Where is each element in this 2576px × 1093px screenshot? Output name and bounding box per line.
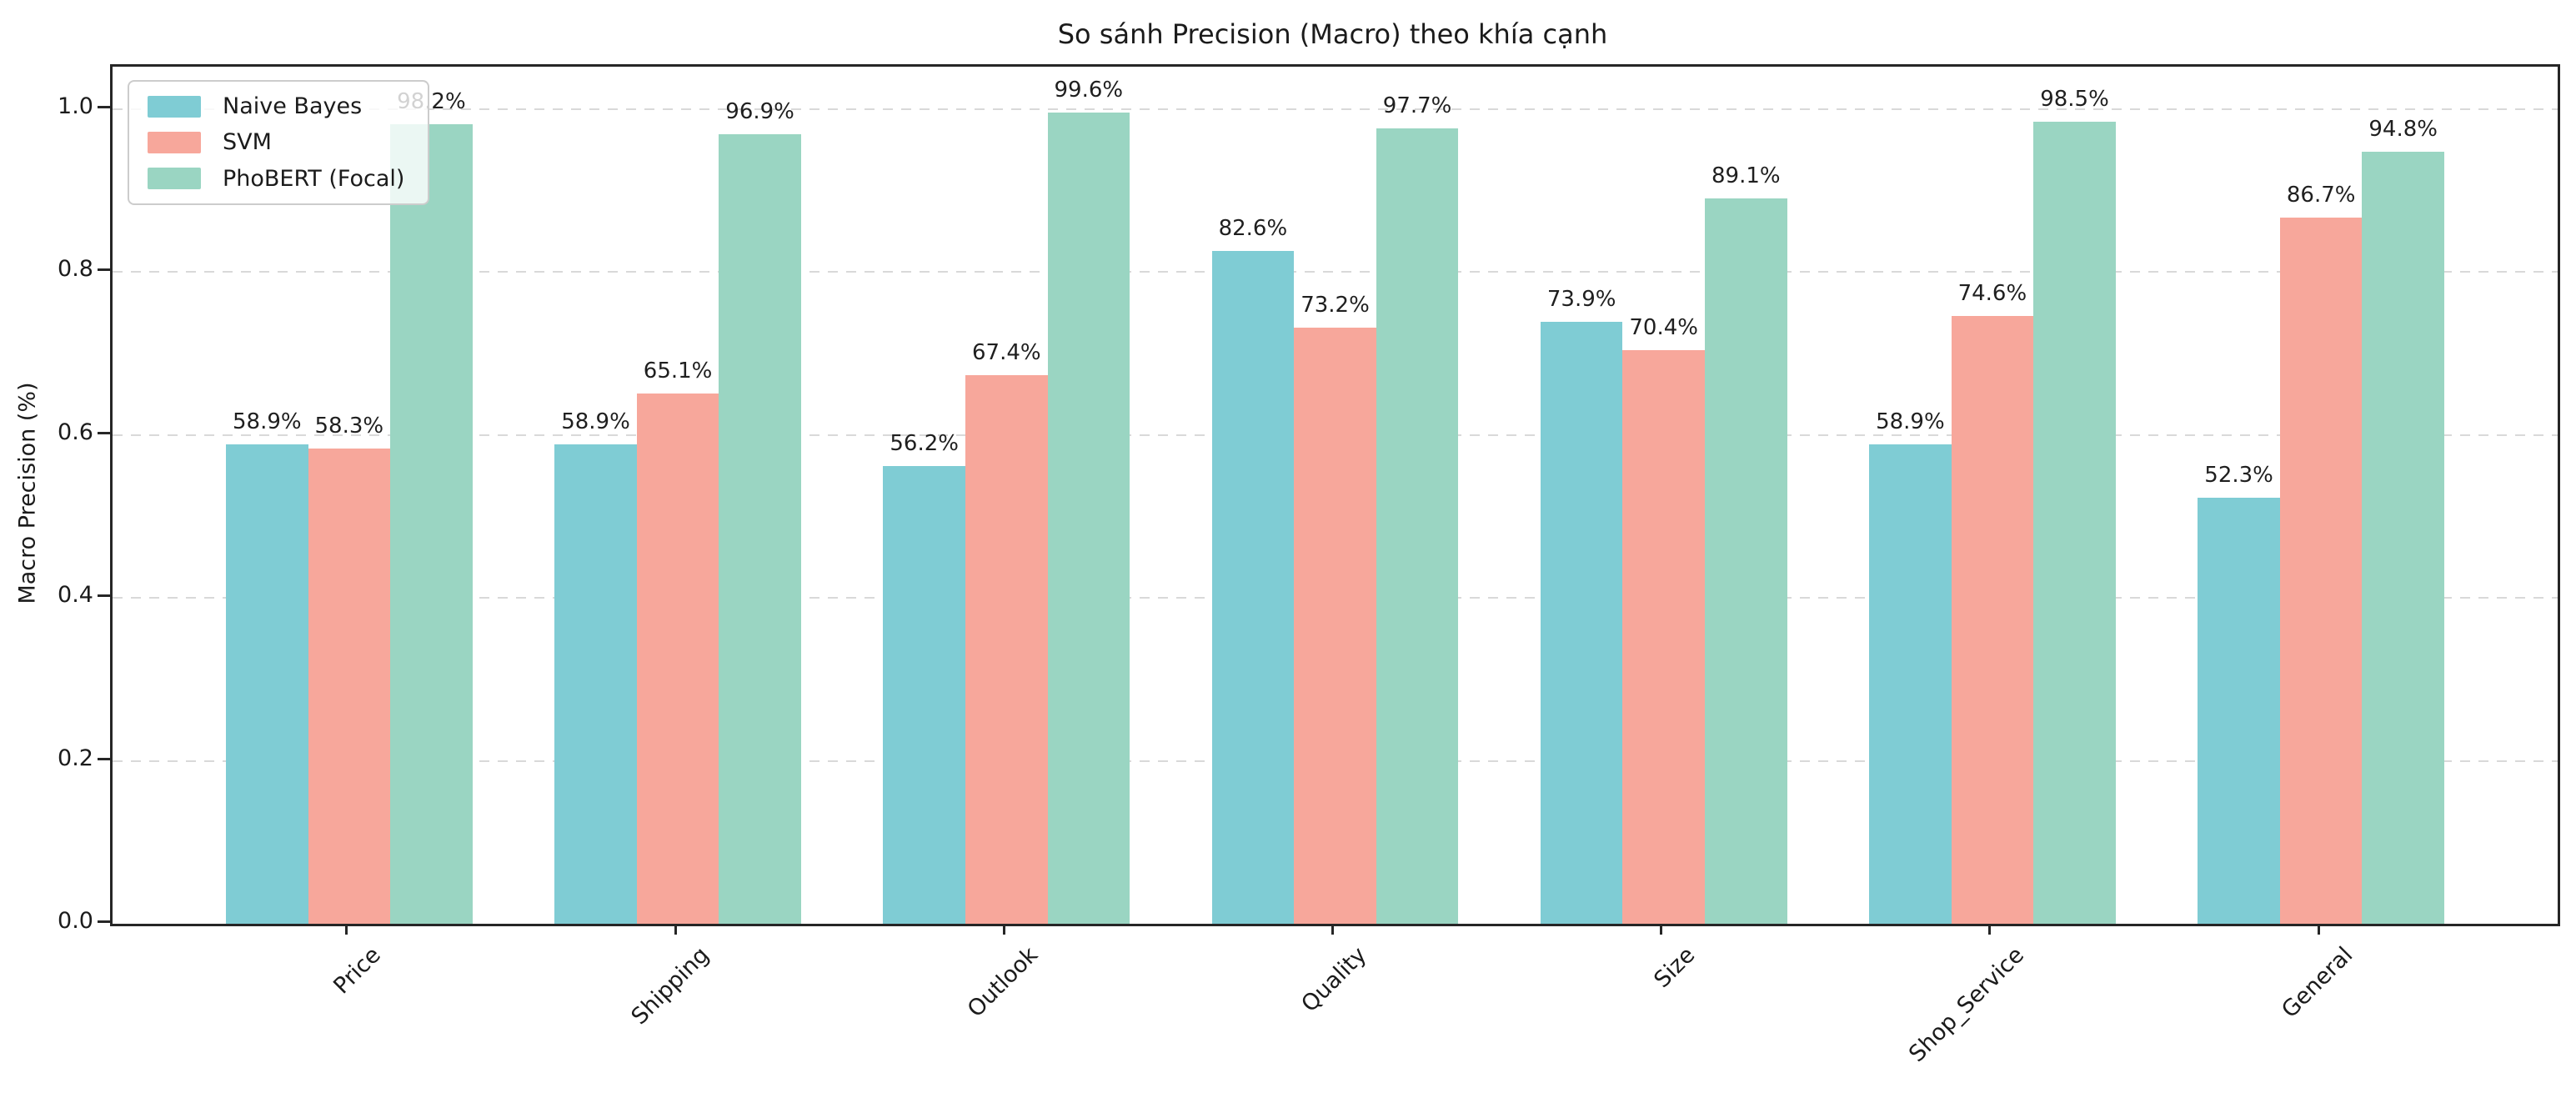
x-tick-label-outlook: Outlook [962,942,1044,1023]
bar-value-label: 74.6% [1957,281,2027,307]
legend-swatch-icon [148,168,201,190]
bar-value-label: 97.7% [1382,93,1452,118]
bar-phobert-focal--size [1705,198,1787,924]
x-tick-mark [1331,924,1334,935]
bar-value-label: 73.9% [1546,287,1616,312]
chart-title: So sánh Precision (Macro) theo khía cạnh [1057,18,1608,50]
y-tick-mark [98,920,110,923]
y-tick-label: 1.0 [58,93,93,119]
x-tick-label-shipping: Shipping [626,942,715,1030]
x-tick-mark [1002,924,1005,935]
x-tick-label-shop_service: Shop_Service [1903,942,2029,1068]
bar-value-label: 94.8% [2368,116,2438,142]
gridline [113,271,2558,273]
legend-label: Naive Bayes [223,93,363,120]
bar-phobert-focal--shop_service [2033,121,2116,924]
bar-value-label: 56.2% [890,430,959,456]
x-tick-mark [674,924,677,935]
bar-phobert-focal--general [2362,151,2444,924]
bar-value-label: 58.3% [314,414,384,439]
bar-value-label: 58.9% [561,409,630,434]
bar-value-label: 58.9% [1876,409,1945,434]
y-axis-label-container: Macro Precision (%) [0,64,55,921]
bar-naive-bayes-general [2198,498,2280,924]
bar-value-label: 52.3% [2204,463,2273,488]
bar-svm-general [2279,217,2363,924]
x-tick-mark [345,924,348,935]
bar-value-label: 99.6% [1054,77,1124,103]
y-tick-label: 0.2 [58,745,93,771]
bar-value-label: 58.9% [232,409,302,434]
gridline [113,108,2558,110]
bar-svm-outlook [965,374,1048,924]
y-tick-mark [98,106,110,108]
bar-value-label: 67.4% [971,339,1041,365]
y-tick-label: 0.6 [58,419,93,445]
x-tick-label-size: Size [1649,942,1701,994]
plot-area: 58.9% 58.9% 56.2% 82.6% 73.9% 58.9% 52.3% 58.3%… [110,64,2560,926]
y-tick-mark [98,268,110,272]
y-axis-label: Macro Precision (%) [14,381,41,604]
bar-value-label: 82.6% [1218,216,1288,241]
y-tick-label: 0.4 [58,582,93,609]
y-tick-mark [98,431,110,434]
bar-phobert-focal--outlook [1047,112,1130,924]
legend-item: SVM [148,129,423,155]
bar-naive-bayes-outlook [883,465,965,924]
bar-svm-price [308,449,391,924]
bar-phobert-focal--shipping [719,134,801,924]
bar-value-label: 98.5% [2040,86,2109,112]
legend-label: SVM [223,129,272,156]
bar-phobert-focal--price [390,123,473,924]
bar-value-label: 96.9% [725,99,794,125]
x-tick-label-quality: Quality [1296,942,1372,1018]
x-tick-label-general: General [2276,942,2358,1024]
bar-svm-shipping [636,394,719,924]
y-tick-mark [98,757,110,760]
bar-phobert-focal--quality [1376,128,1459,924]
legend-label: PhoBERT (Focal) [223,165,405,192]
bar-naive-bayes-shipping [554,444,637,924]
bar-value-label: 70.4% [1629,315,1698,341]
x-tick-label-price: Price [328,942,386,1000]
y-tick-label: 0.8 [58,256,93,283]
legend-swatch-icon [148,131,201,153]
bar-svm-size [1622,350,1705,924]
legend-item: Naive Bayes [148,93,423,119]
legend-swatch-icon [148,95,201,118]
bar-svm-shop_service [1951,316,2034,924]
bar-naive-bayes-size [1540,322,1623,924]
legend-item: PhoBERT (Focal) [148,166,423,192]
x-tick-mark [1660,924,1663,935]
y-tick-mark [98,594,110,598]
bar-value-label: 89.1% [1711,163,1781,188]
bar-value-label: 73.2% [1301,292,1370,318]
bar-naive-bayes-price [226,444,308,924]
bar-naive-bayes-quality [1211,251,1295,924]
bar-naive-bayes-shop_service [1869,444,1952,924]
legend: Naive Bayes SVM PhoBERT (Focal) [128,80,429,205]
y-tick-label: 0.0 [58,908,93,934]
bar-svm-quality [1294,327,1376,924]
bar-value-label: 86.7% [2286,182,2356,208]
x-tick-mark [1988,924,1992,935]
bar-value-label: 65.1% [643,358,713,384]
x-tick-mark [2317,924,2320,935]
